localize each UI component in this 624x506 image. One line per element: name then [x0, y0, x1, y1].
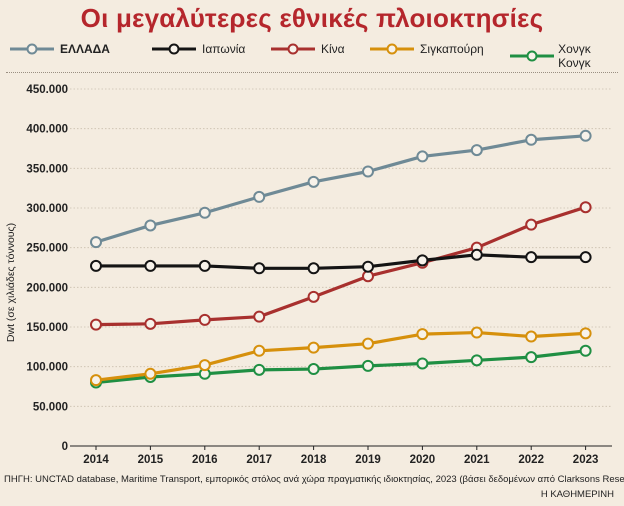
data-point: [362, 260, 374, 273]
data-point: [579, 327, 592, 340]
data-point: [253, 363, 266, 376]
data-point: [416, 150, 429, 163]
x-tick-label: 2015: [138, 454, 164, 466]
data-point: [307, 290, 320, 303]
legend-swatch: [370, 43, 414, 55]
data-point: [470, 248, 483, 261]
x-tick-label: 2020: [410, 454, 436, 466]
legend-swatch: [510, 50, 554, 62]
data-point: [307, 363, 320, 376]
data-point: [90, 236, 102, 249]
data-point: [307, 262, 320, 275]
legend-swatch: [152, 43, 196, 55]
y-tick-label: 400.000: [26, 124, 68, 136]
data-point: [253, 310, 266, 323]
legend-label: Σιγκαπούρη: [420, 42, 484, 56]
y-tick-label: 50.000: [33, 401, 68, 413]
data-point: [579, 201, 592, 214]
data-point: [307, 175, 320, 188]
y-tick-label: 250.000: [26, 243, 68, 255]
y-tick-label: 150.000: [26, 322, 68, 334]
data-point: [144, 219, 157, 232]
data-point: [525, 133, 538, 146]
data-point: [253, 344, 266, 357]
data-point: [307, 341, 320, 354]
data-point: [579, 129, 592, 142]
y-tick-label: 350.000: [26, 163, 68, 175]
y-tick-label: 100.000: [26, 362, 68, 374]
data-point: [90, 259, 102, 272]
x-tick-label: 2022: [518, 454, 544, 466]
x-tick-label: 2017: [246, 454, 272, 466]
data-point: [198, 206, 211, 219]
legend-swatch: [271, 43, 315, 55]
legend-item: Χονγκ Κονγκ: [508, 42, 624, 70]
source-note: ΠΗΓΗ: UNCTAD database, Maritime Transpor…: [4, 474, 624, 485]
x-tick-label: 2016: [192, 454, 218, 466]
legend-label: Χονγκ Κονγκ: [558, 42, 591, 70]
data-point: [416, 357, 429, 370]
data-point: [470, 326, 483, 339]
x-tick-label: 2014: [83, 454, 109, 466]
data-point: [470, 354, 483, 367]
legend-swatch: [10, 43, 54, 55]
series-line: [95, 330, 586, 382]
data-point: [144, 259, 157, 272]
legend: ΕΛΛΑΔΑ Ιαπωνία Κίνα Σιγκαπούρη Χονγκ Κονγκ: [8, 42, 624, 70]
data-point: [253, 190, 266, 203]
data-point: [579, 251, 592, 264]
legend-label: Κίνα: [321, 42, 345, 56]
legend-item: Σιγκαπούρη: [368, 42, 484, 56]
data-point: [416, 254, 429, 267]
x-tick-label: 2019: [355, 454, 381, 466]
series-line: [95, 205, 587, 327]
data-point: [198, 359, 211, 372]
legend-item: Ιαπωνία: [150, 42, 245, 56]
y-tick-label: 200.000: [26, 282, 68, 294]
legend-item: Κίνα: [269, 42, 345, 56]
data-point: [253, 262, 266, 275]
data-point: [362, 359, 374, 372]
y-tick-label: 450.000: [26, 84, 68, 96]
data-point: [144, 367, 157, 380]
data-point: [525, 218, 538, 231]
series-line: [95, 349, 586, 385]
data-point: [525, 251, 538, 264]
data-point: [144, 317, 157, 330]
data-point: [416, 328, 429, 341]
series-line: [96, 253, 586, 270]
y-tick-label: 0: [62, 441, 68, 453]
y-tick-label: 300.000: [26, 203, 68, 215]
chart-title: Οι μεγαλύτερες εθνικές πλοιοκτησίες: [80, 3, 544, 33]
data-point: [90, 374, 102, 387]
data-point: [198, 313, 211, 326]
legend-label: Ιαπωνία: [202, 42, 246, 56]
legend-divider: [6, 72, 618, 73]
x-tick-label: 2023: [573, 454, 599, 466]
data-point: [362, 337, 374, 350]
data-point: [90, 318, 102, 331]
x-tick-label: 2018: [301, 454, 327, 466]
data-point: [525, 351, 538, 364]
series-line: [95, 134, 586, 244]
y-axis-label: Dwt (σε χιλιάδες τόννους): [5, 223, 17, 342]
line-chart: 0 50.000 100.000 150.000 200.000 250.000 300.0…: [5, 84, 612, 466]
legend-item: ΕΛΛΑΔΑ: [8, 42, 110, 56]
publisher-credit: Η ΚΑΘΗΜΕΡΙΝΗ: [540, 489, 614, 500]
data-point: [470, 144, 483, 157]
data-point: [198, 259, 211, 272]
data-point: [362, 165, 374, 178]
data-point: [362, 270, 374, 283]
legend-label: ΕΛΛΑΔΑ: [60, 42, 110, 56]
data-point: [579, 344, 592, 357]
x-tick-label: 2021: [464, 454, 490, 466]
data-point: [525, 330, 538, 343]
